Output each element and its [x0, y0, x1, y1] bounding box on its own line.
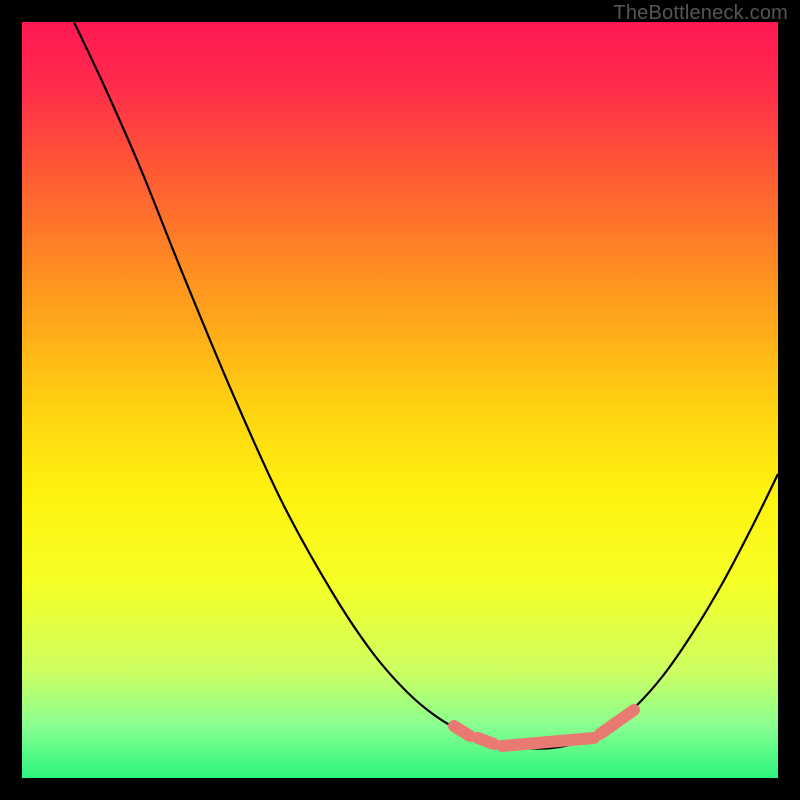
highlight-segment	[502, 738, 594, 746]
watermark-text: TheBottleneck.com	[613, 2, 788, 25]
chart-background	[22, 22, 778, 778]
highlight-segment	[454, 726, 470, 736]
bottleneck-curve-chart	[22, 22, 778, 778]
highlight-segment	[478, 738, 494, 744]
chart-frame	[22, 22, 778, 778]
